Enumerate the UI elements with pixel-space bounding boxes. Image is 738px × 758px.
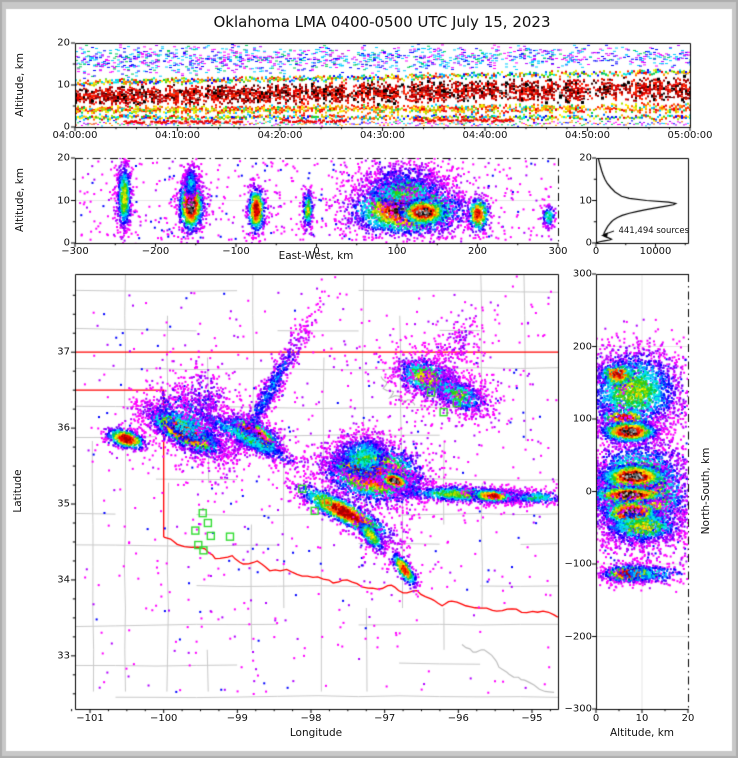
- tick-label: 10: [635, 713, 649, 724]
- tick-label: −300: [564, 703, 592, 715]
- tick-label: −101: [76, 713, 104, 724]
- page-title: Oklahoma LMA 0400-0500 UTC July 15, 2023: [213, 13, 551, 31]
- tick-label: 33: [57, 650, 70, 662]
- tick-label: 10: [579, 195, 592, 206]
- tick-label: 04:30:00: [360, 130, 405, 141]
- tick-label: 0: [585, 486, 592, 497]
- tick-label: −99: [226, 713, 248, 724]
- tick-label: 37: [57, 346, 70, 358]
- tick-label: −98: [300, 713, 322, 724]
- map-ylabel: Latitude: [12, 469, 24, 513]
- tick-label: −100: [564, 558, 592, 570]
- north-south-ylabel: North-South, km: [700, 447, 712, 535]
- tick-label: −100: [149, 713, 178, 724]
- tick-label: 20: [57, 152, 70, 164]
- north-south-xlabel: Altitude, km: [609, 727, 675, 739]
- tick-label: 100: [387, 246, 407, 257]
- tick-label: 34: [57, 574, 70, 586]
- tick-label: 20: [579, 152, 592, 164]
- tick-label: 36: [57, 422, 70, 434]
- tick-label: −200: [141, 246, 170, 257]
- map-xlabel: Longitude: [289, 727, 343, 739]
- tick-label: 20: [57, 37, 70, 49]
- tick-label: 200: [467, 246, 488, 257]
- tick-label: 10: [57, 79, 70, 91]
- tick-label: 04:20:00: [257, 130, 303, 141]
- east-west-ylabel: Altitude, km: [14, 167, 26, 233]
- tick-label: −200: [564, 631, 592, 642]
- tick-label: −96: [447, 713, 469, 724]
- tick-label: 0: [63, 237, 70, 249]
- tick-label: 300: [572, 268, 592, 280]
- tick-label: 0: [592, 246, 600, 257]
- time-height-ylabel: Altitude, km: [14, 52, 26, 118]
- east-west-xlabel: East-West, km: [278, 250, 354, 262]
- tick-label: 04:40:00: [462, 130, 508, 141]
- tick-label: −95: [521, 713, 543, 724]
- tick-label: 20: [681, 713, 695, 724]
- source-count-annotation: 441,494 sources: [618, 226, 689, 236]
- tick-label: 04:00:00: [52, 130, 98, 141]
- tick-label: 04:10:00: [155, 130, 200, 141]
- tick-label: 0: [592, 713, 600, 724]
- tick-label: 0: [313, 246, 320, 257]
- tick-label: −100: [222, 246, 250, 257]
- tick-label: 0: [585, 237, 592, 249]
- tick-label: 0: [63, 121, 70, 133]
- tick-label: −300: [61, 246, 89, 257]
- tick-label: 35: [57, 498, 70, 510]
- tick-label: 10: [57, 195, 70, 206]
- tick-label: 10000: [639, 246, 672, 257]
- tick-label: 05:00:00: [667, 130, 713, 141]
- tick-label: 100: [572, 413, 592, 425]
- tick-label: 04:50:00: [565, 130, 610, 141]
- tick-label: 300: [548, 246, 568, 257]
- tick-label: 200: [572, 341, 592, 352]
- tick-label: −97: [374, 713, 396, 724]
